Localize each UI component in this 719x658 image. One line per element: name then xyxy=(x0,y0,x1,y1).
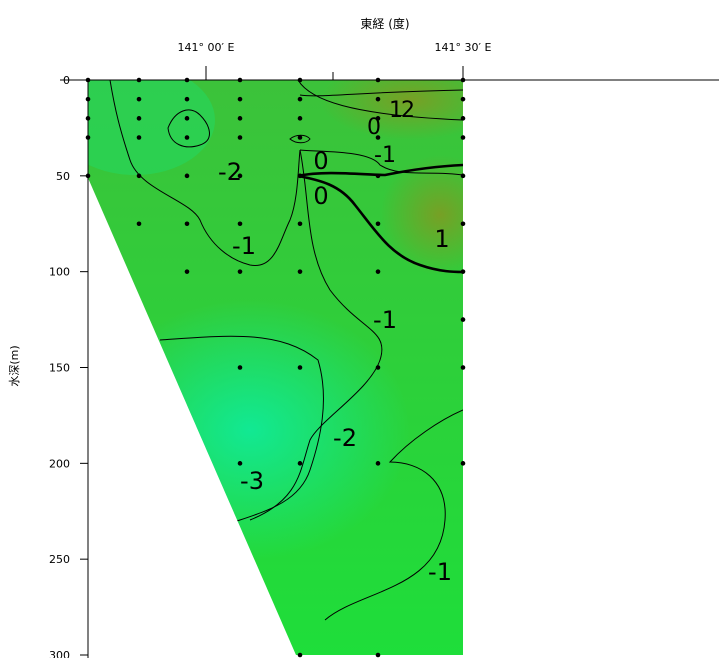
observation-point xyxy=(297,173,303,179)
observation-point xyxy=(297,269,303,274)
contour-label: -3 xyxy=(240,467,264,495)
observation-point xyxy=(460,173,466,179)
observation-point xyxy=(237,135,243,140)
contour-label: -1 xyxy=(232,232,256,260)
observation-point xyxy=(237,96,243,102)
contour-label: 0 xyxy=(367,115,381,140)
observation-point xyxy=(136,116,142,121)
y-tick-label: 0 xyxy=(63,74,70,87)
observation-point xyxy=(375,269,381,274)
observation-point xyxy=(297,116,303,121)
observation-point xyxy=(375,96,381,102)
observation-point xyxy=(184,96,190,102)
observation-point xyxy=(460,269,466,274)
observation-point xyxy=(237,221,243,227)
observation-point xyxy=(460,317,466,322)
observation-point xyxy=(184,173,190,179)
observation-point xyxy=(237,173,243,179)
observation-point xyxy=(375,221,381,227)
observation-point xyxy=(237,461,243,466)
contour-label: -2 xyxy=(218,158,242,186)
observation-point xyxy=(136,96,142,102)
y-tick-label: 300 xyxy=(49,649,70,658)
observation-point xyxy=(375,173,381,179)
x-tick-label: 141° 00′ E xyxy=(178,41,235,54)
observation-point xyxy=(184,116,190,121)
observation-point xyxy=(375,135,381,140)
observation-point xyxy=(460,365,466,370)
observation-point xyxy=(460,221,466,227)
y-tick-label: 250 xyxy=(49,553,70,566)
contour-label: -1 xyxy=(428,558,452,586)
observation-point xyxy=(375,652,381,658)
y-axis-label: 水深(m) xyxy=(8,345,21,386)
y-tick-label: 150 xyxy=(49,362,70,375)
y-tick-label: 100 xyxy=(49,266,70,279)
observation-point xyxy=(297,652,303,658)
observation-point xyxy=(460,116,466,121)
observation-point xyxy=(136,135,142,140)
observation-point xyxy=(460,96,466,102)
contour-label: -1 xyxy=(373,306,397,334)
observation-point xyxy=(237,116,243,121)
observation-point xyxy=(375,116,381,121)
observation-point xyxy=(184,221,190,227)
x-axis-label: 東経 (度) xyxy=(360,16,409,31)
observation-point xyxy=(136,221,142,227)
y-tick-label: 50 xyxy=(56,170,70,183)
contour-label: -2 xyxy=(333,424,357,452)
observation-point xyxy=(184,135,190,140)
contour-label: 0 xyxy=(313,182,328,210)
observation-point xyxy=(460,135,466,140)
contour-label: 2 xyxy=(401,98,415,123)
contour-label: 1 xyxy=(434,225,449,253)
x-tick-label: 141° 30′ E xyxy=(435,41,492,54)
contour-label: 0 xyxy=(313,147,328,175)
observation-point xyxy=(460,461,466,466)
contour-label: -1 xyxy=(374,143,396,168)
contour-labels: 2 1 0 -1 -2 0 0 -1 1 -1 -2 -3 -1 xyxy=(218,98,452,586)
y-ticks: 0 50 100 150 200 250 300 xyxy=(49,74,88,658)
observation-point xyxy=(184,269,190,274)
observation-point xyxy=(375,461,381,466)
bold-zero-contour xyxy=(297,163,463,274)
observation-point xyxy=(237,365,243,370)
observation-point xyxy=(297,365,303,370)
observation-point xyxy=(375,365,381,370)
y-tick-label: 200 xyxy=(49,457,70,470)
observation-point xyxy=(297,221,303,227)
observation-point xyxy=(297,96,303,102)
observation-point xyxy=(297,135,303,140)
observation-point xyxy=(297,461,303,466)
observation-point xyxy=(136,173,142,179)
contour-label: 1 xyxy=(389,98,403,123)
observation-point xyxy=(237,269,243,274)
